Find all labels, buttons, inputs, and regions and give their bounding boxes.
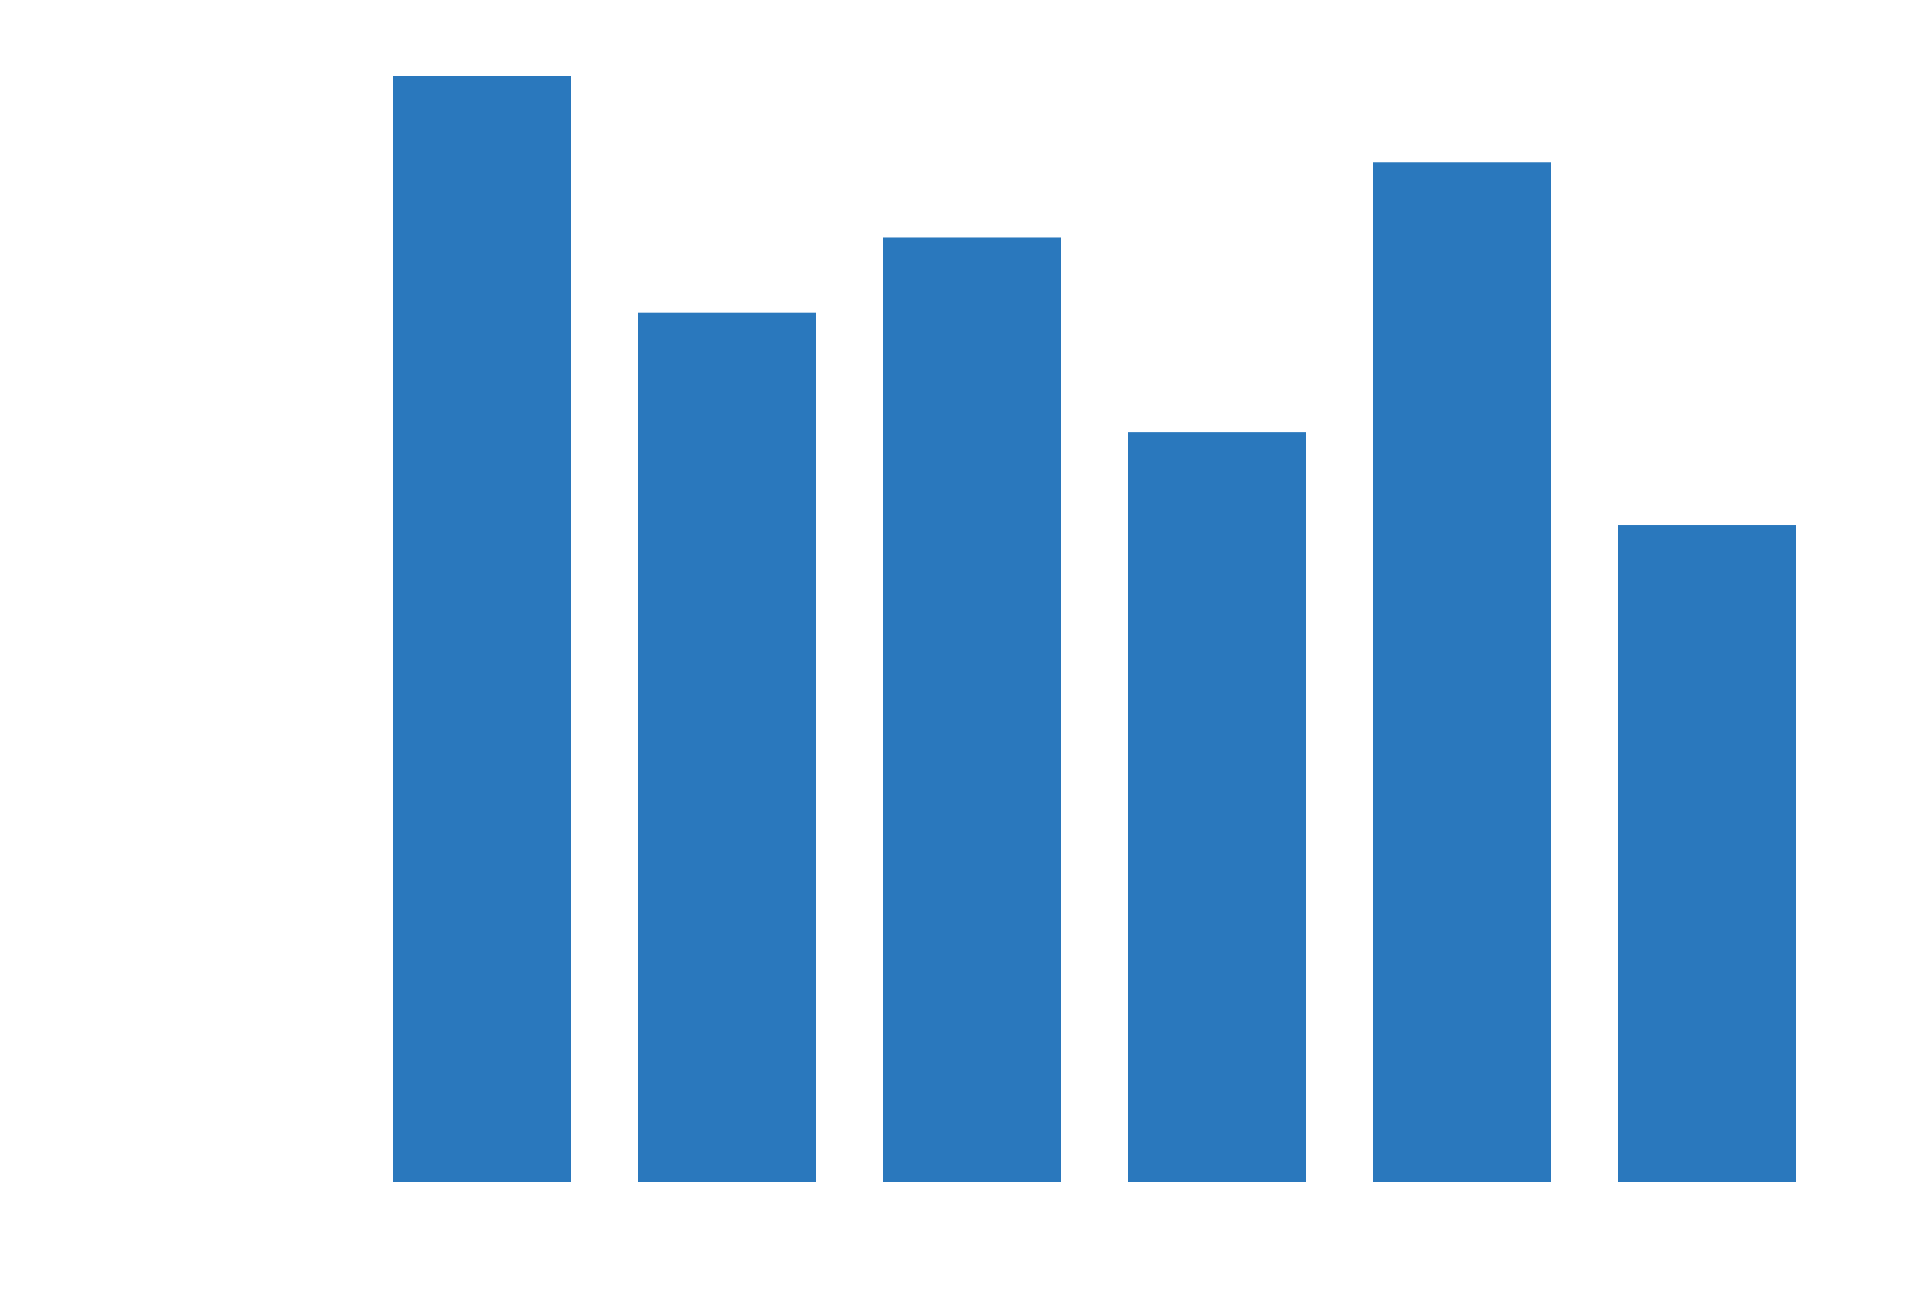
bar-5 — [1373, 162, 1551, 1182]
bars-group — [393, 76, 1796, 1183]
bar-4 — [1128, 432, 1306, 1183]
bar-2 — [638, 312, 816, 1183]
bar-3 — [883, 237, 1061, 1182]
bar-6 — [1618, 525, 1796, 1182]
bar-1 — [393, 76, 571, 1182]
